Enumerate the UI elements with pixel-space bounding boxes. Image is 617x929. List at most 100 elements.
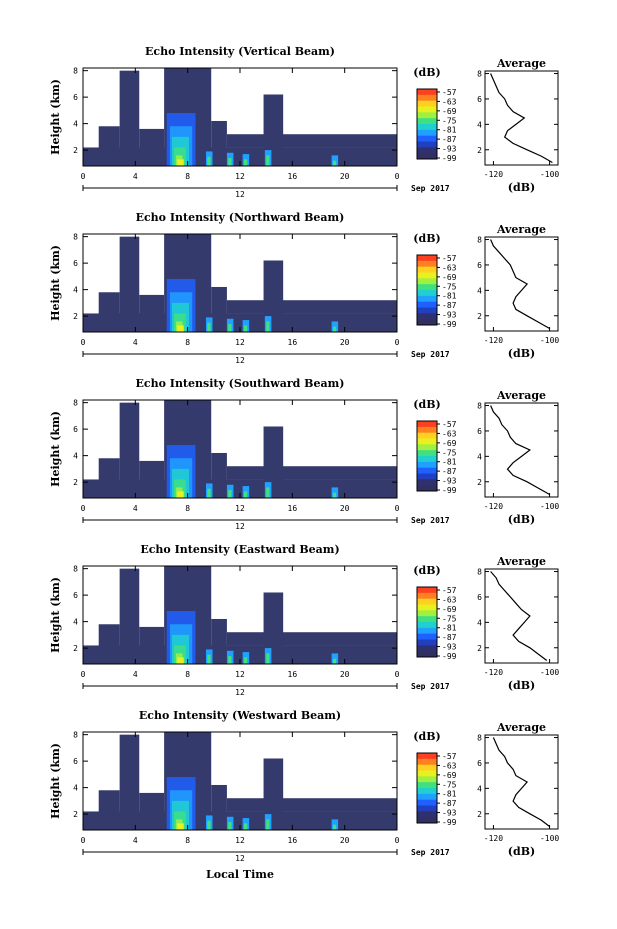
- colorbar-tick-label: -93: [442, 477, 457, 486]
- profile-y-tick-label: 2: [477, 478, 482, 487]
- echo-core-peak: [177, 657, 184, 664]
- echo-column: [98, 624, 120, 664]
- colorbar-tick-label: -87: [442, 135, 457, 144]
- colorbar-swatch: [417, 135, 437, 142]
- colorbar-swatch: [417, 129, 437, 137]
- colorbar-tick-label: -99: [442, 486, 457, 495]
- colorbar-swatch: [417, 290, 437, 297]
- profile-x-tick-label: -100: [540, 834, 559, 843]
- echo-core-peak: [177, 823, 184, 830]
- y-axis-label: Height (km): [49, 79, 62, 155]
- echo-shower: [266, 487, 270, 498]
- y-tick-label: 8: [73, 565, 78, 574]
- echo-layer: [226, 798, 397, 812]
- x-tick-label: 4: [133, 338, 138, 347]
- beam-panel-1: Echo Intensity (Northward Beam) 2 4 6 8 Heigh…: [49, 211, 559, 365]
- x-tick-label: 8: [185, 670, 190, 679]
- echo-shower: [243, 325, 248, 332]
- echo-column: [139, 294, 165, 332]
- colorbar-swatch: [417, 141, 437, 148]
- panel-title: Echo Intensity (Eastward Beam): [140, 543, 339, 556]
- colorbar-swatch: [417, 473, 437, 480]
- date-center-label: 12: [235, 688, 245, 697]
- heatmap: [83, 566, 397, 664]
- x-tick-label: 16: [288, 172, 298, 181]
- x-tick-label: 12: [235, 504, 245, 513]
- colorbar-swatch: [417, 426, 437, 434]
- colorbar-swatch: [417, 805, 437, 812]
- profile-x-tick-label: -120: [484, 170, 503, 179]
- colorbar-swatch: [417, 793, 437, 801]
- profile-y-tick-label: 4: [477, 286, 482, 295]
- profile-y-tick-label: 6: [477, 95, 482, 104]
- profile-x-tick-label: -100: [540, 336, 559, 345]
- colorbar-tick-label: -57: [442, 586, 457, 595]
- x-tick-label: 8: [185, 172, 190, 181]
- echo-layer: [226, 300, 397, 314]
- x-tick-label: 0: [395, 172, 400, 181]
- colorbar-tick-label: -87: [442, 633, 457, 642]
- beam-panel-4: Echo Intensity (Westward Beam) 2 4 6 8 Height…: [49, 709, 559, 863]
- echo-shower: [332, 326, 337, 332]
- profile-line: [490, 239, 550, 330]
- echo-column: [119, 568, 140, 664]
- y-axis-label: Height (km): [49, 245, 62, 321]
- echo-layer: [226, 134, 397, 148]
- colorbar-swatch: [417, 153, 437, 160]
- echo-shower: [207, 488, 211, 498]
- colorbar-swatch: [417, 651, 437, 658]
- echo-shower: [228, 158, 232, 166]
- y-tick-label: 8: [73, 67, 78, 76]
- y-tick-label: 4: [73, 120, 78, 129]
- profile-y-tick-label: 2: [477, 810, 482, 819]
- colorbar-swatch: [417, 260, 437, 268]
- x-tick-label: 0: [395, 836, 400, 845]
- colorbar-unit: (dB): [413, 66, 440, 79]
- profile-y-tick-label: 8: [477, 402, 482, 411]
- echo-column: [139, 626, 165, 664]
- echo-column: [263, 94, 284, 166]
- x-tick-label: 8: [185, 338, 190, 347]
- colorbar-tick-label: -99: [442, 154, 457, 163]
- colorbar-swatch: [417, 450, 437, 457]
- profile-x-tick-label: -100: [540, 668, 559, 677]
- colorbar-frame: [416, 420, 438, 492]
- colorbar-swatch: [417, 776, 437, 783]
- colorbar-tick-label: -75: [442, 282, 457, 291]
- colorbar-tick-label: -81: [442, 624, 457, 633]
- colorbar-tick-label: -69: [442, 605, 457, 614]
- y-tick-label: 6: [73, 591, 78, 600]
- x-tick-label: 0: [81, 338, 86, 347]
- colorbar-tick-label: -57: [442, 254, 457, 263]
- y-tick-label: 4: [73, 784, 78, 793]
- x-tick-label: 12: [235, 836, 245, 845]
- echo-shower: [228, 822, 232, 830]
- x-tick-label: 4: [133, 836, 138, 845]
- panel-title: Echo Intensity (Westward Beam): [139, 709, 341, 722]
- echo-column: [139, 128, 165, 166]
- x-tick-label: 20: [340, 338, 350, 347]
- x-tick-label: 20: [340, 172, 350, 181]
- colorbar-tick-label: -93: [442, 643, 457, 652]
- echo-shower: [266, 321, 270, 332]
- colorbar-tick-label: -69: [442, 107, 457, 116]
- colorbar-swatch: [417, 758, 437, 766]
- beam-panel-3: Echo Intensity (Eastward Beam) 2 4 6 8 Height…: [49, 543, 559, 697]
- colorbar-tick-label: -93: [442, 809, 457, 818]
- x-tick-label: 0: [81, 836, 86, 845]
- profile-title: Average: [496, 57, 546, 70]
- echo-shower: [332, 824, 337, 830]
- y-tick-label: 2: [73, 810, 78, 819]
- colorbar-tick-label: -99: [442, 652, 457, 661]
- echo-column: [98, 790, 120, 830]
- colorbar-tick-label: -69: [442, 439, 457, 448]
- colorbar-tick-label: -63: [442, 263, 457, 272]
- x-tick-label: 4: [133, 172, 138, 181]
- colorbar-swatch: [417, 753, 437, 760]
- echo-layer: [226, 466, 397, 480]
- profile-line: [490, 73, 553, 164]
- echo-shower: [228, 490, 232, 498]
- echo-column: [263, 592, 284, 664]
- profile-frame: [484, 568, 559, 664]
- profile-y-tick-label: 4: [477, 120, 482, 129]
